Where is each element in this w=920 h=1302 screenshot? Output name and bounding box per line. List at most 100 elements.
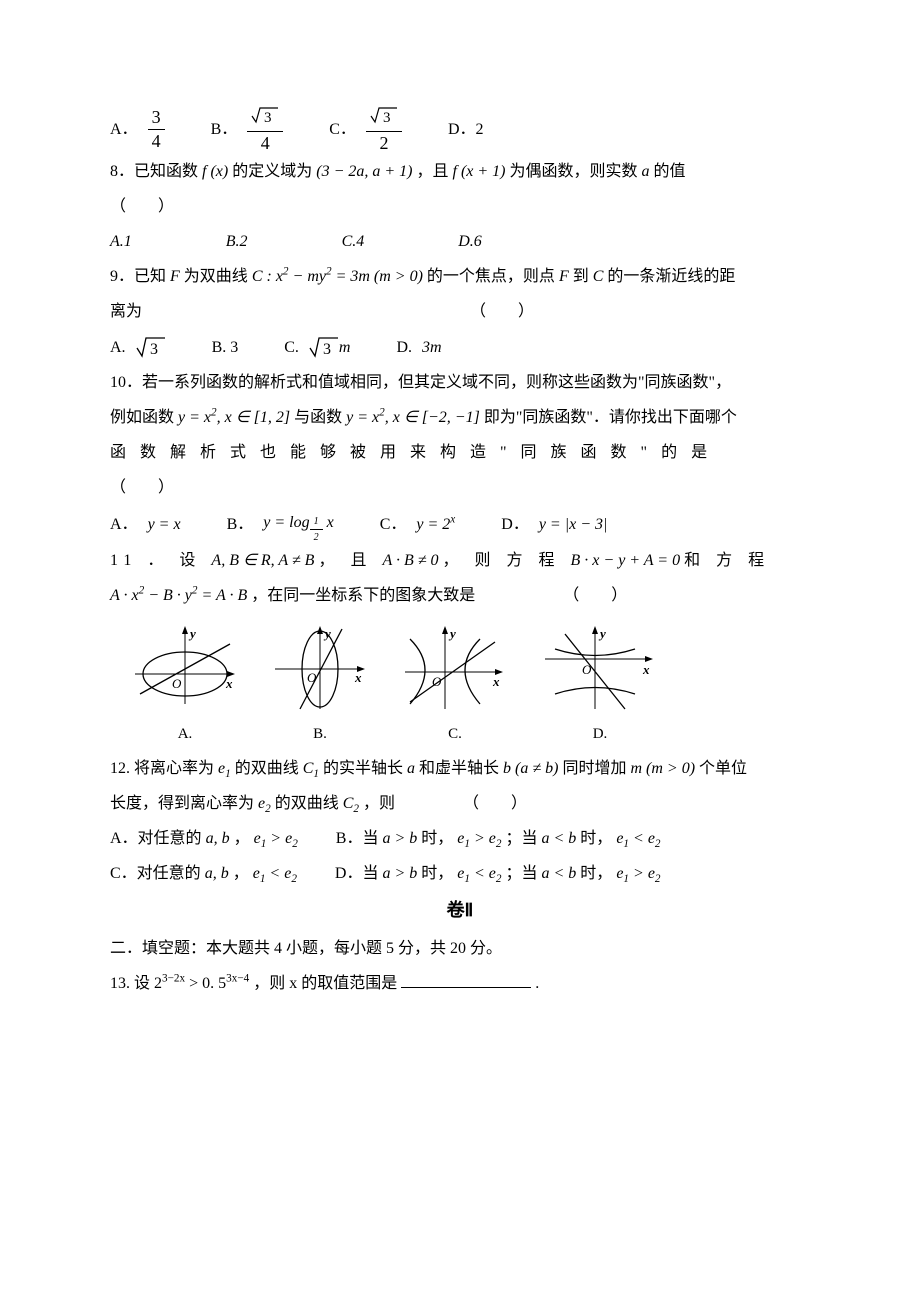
section-title: 卷Ⅱ [110, 891, 810, 931]
sqrt-icon: 3 [136, 336, 166, 358]
math: A, B ∈ R, A ≠ B [211, 552, 318, 569]
svg-text:3: 3 [383, 110, 391, 124]
q10-line1: 10．若一系列函数的解析式和值域相同，但其定义域不同，则称这些函数为"同族函数"… [110, 365, 810, 400]
svg-text:y: y [598, 626, 606, 641]
svg-text:O: O [307, 670, 317, 685]
plot-icon: O y x [270, 624, 370, 714]
math: C1 [303, 760, 323, 777]
svg-text:3: 3 [264, 110, 272, 124]
svg-text:y: y [188, 626, 196, 641]
q8-opt-A: A.1 [110, 233, 132, 250]
math: (3 − 2a, a + 1) [316, 163, 412, 180]
math: y = x2, x ∈ [−2, −1] [346, 409, 484, 426]
math: y = log12 x [263, 505, 333, 543]
q11-diagrams: O y x A. O y x B. O y x C. [110, 624, 810, 751]
q12-opt-D: D．当 a > b 时， e1 < e2 ；当 a < b 时， e1 > e2 [335, 865, 661, 882]
math: C2 [343, 795, 363, 812]
plot-icon: O y x [400, 624, 510, 714]
q9-opt-C: C. 3 m [284, 330, 350, 365]
sqrt-icon: 3 [370, 106, 398, 124]
svg-text:x: x [225, 676, 233, 691]
q9-text2: 离为 （ ） [110, 294, 810, 329]
q10-opt-B: B． y = log12 x [227, 505, 334, 543]
math: B · x − y + A = 0 [571, 552, 685, 569]
q8-opt-C: C.4 [342, 233, 365, 250]
q8-paren: （ ） [110, 189, 810, 224]
q8-options: A.1 B.2 C.4 D.6 [110, 224, 810, 259]
q9-opt-A: A. 3 [110, 330, 166, 365]
math: a [407, 760, 419, 777]
sqrt-icon: 3 [309, 336, 339, 358]
q12-opt-B: B．当 a > b 时， e1 > e2 ；当 a < b 时， e1 < e2 [336, 830, 661, 847]
opt-label: A． [110, 112, 138, 147]
q10-line3: 函数解析式也能够被用来构造"同族函数"的是 [110, 435, 810, 470]
diagram-B: O y x B. [270, 624, 370, 751]
q12-line2: 长度，得到离心率为 e2 的双曲线 C2 ，则 （ ） [110, 786, 810, 821]
q9-opt-B: B. 3 [212, 330, 239, 365]
math: 23−2x > 0. 53x−4 [154, 975, 249, 992]
blank-underline [401, 971, 531, 988]
plot-icon: O y x [540, 624, 660, 714]
q12-line1: 12. 将离心率为 e1 的双曲线 C1 的实半轴长 a 和虚半轴长 b (a … [110, 751, 810, 786]
math: A · x2 − B · y2 = A · B [110, 587, 247, 604]
svg-text:x: x [354, 670, 362, 685]
fraction: 3 2 [366, 106, 402, 154]
svg-text:x: x [642, 662, 650, 677]
q11-line2: A · x2 − B · y2 = A · B ，在同一坐标系下的图象大致是 （… [110, 578, 810, 613]
svg-text:3: 3 [323, 341, 331, 358]
q13-text: 13. 设 23−2x > 0. 53x−4 ，则 x 的取值范围是 . [110, 966, 810, 1001]
svg-text:y: y [323, 626, 331, 641]
math: a [642, 163, 654, 180]
opt-label: D．2 [448, 112, 484, 147]
diagram-A: O y x A. [130, 624, 240, 751]
q10-opt-D: D． y = |x − 3| [501, 507, 607, 542]
math: f (x) [202, 163, 232, 180]
q10-options: A． y = x B． y = log12 x C． y = 2x D． y =… [110, 505, 810, 543]
svg-text:O: O [432, 674, 442, 689]
math: y = 2x [416, 507, 455, 542]
q7-opt-A: A． 3 4 [110, 108, 165, 153]
svg-text:O: O [172, 676, 182, 691]
math: f (x + 1) [453, 163, 510, 180]
math: C [593, 268, 608, 285]
opt-label: B． [211, 112, 238, 147]
math: e1 [218, 760, 235, 777]
q10-paren: （ ） [110, 470, 810, 505]
q9-options: A. 3 B. 3 C. 3 m D. 3m [110, 330, 810, 365]
q10-line2: 例如函数 y = x2, x ∈ [1, 2] 与函数 y = x2, x ∈ … [110, 400, 810, 435]
opt-label: C． [329, 112, 356, 147]
q10-opt-A: A． y = x [110, 507, 181, 542]
q8-opt-D: D.6 [458, 233, 482, 250]
fraction: 3 4 [148, 108, 165, 153]
q8-text: 8．已知函数 f (x) 的定义域为 (3 − 2a, a + 1) ，且 f … [110, 154, 810, 189]
q7-opt-D: D．2 [448, 112, 484, 147]
math: A · B ≠ 0 [382, 552, 442, 569]
q8-opt-B: B.2 [226, 233, 248, 250]
q12-opt-C: C．对任意的 a, b ， e1 < e2 [110, 865, 301, 882]
q12-opt-A: A．对任意的 a, b ， e1 > e2 [110, 830, 302, 847]
math: C : x2 − my2 = 3m (m > 0) [252, 268, 427, 285]
section2-heading: 二．填空题：本大题共 4 小题，每小题 5 分，共 20 分。 [110, 931, 810, 966]
q12-opts-row1: A．对任意的 a, b ， e1 > e2 B．当 a > b 时， e1 > … [110, 821, 810, 856]
q9-text: 9．已知 F 为双曲线 C : x2 − my2 = 3m (m > 0) 的一… [110, 259, 810, 294]
math: F [170, 268, 184, 285]
fraction: 3 4 [247, 106, 283, 154]
math: m (m > 0) [630, 760, 699, 777]
q10-opt-C: C． y = 2x [380, 507, 456, 542]
svg-text:O: O [582, 662, 592, 677]
math: y = x2, x ∈ [1, 2] [178, 409, 294, 426]
q12-opts-row2: C．对任意的 a, b ， e1 < e2 D．当 a > b 时， e1 < … [110, 856, 810, 891]
svg-text:3: 3 [150, 341, 158, 358]
q9-opt-D: D. 3m [396, 330, 441, 365]
svg-text:x: x [492, 674, 500, 689]
q11-line1: 11 ． 设 A, B ∈ R, A ≠ B ， 且 A · B ≠ 0 ， 则… [110, 543, 810, 578]
plot-icon: O y x [130, 624, 240, 714]
diagram-D: O y x D. [540, 624, 660, 751]
diagram-C: O y x C. [400, 624, 510, 751]
math: F [559, 268, 573, 285]
q7-options: A． 3 4 B． 3 4 C． 3 2 D．2 [110, 106, 810, 154]
q7-opt-C: C． 3 2 [329, 106, 402, 154]
math: b (a ≠ b) [503, 760, 562, 777]
math: e2 [258, 795, 275, 812]
q7-opt-B: B． 3 4 [211, 106, 284, 154]
